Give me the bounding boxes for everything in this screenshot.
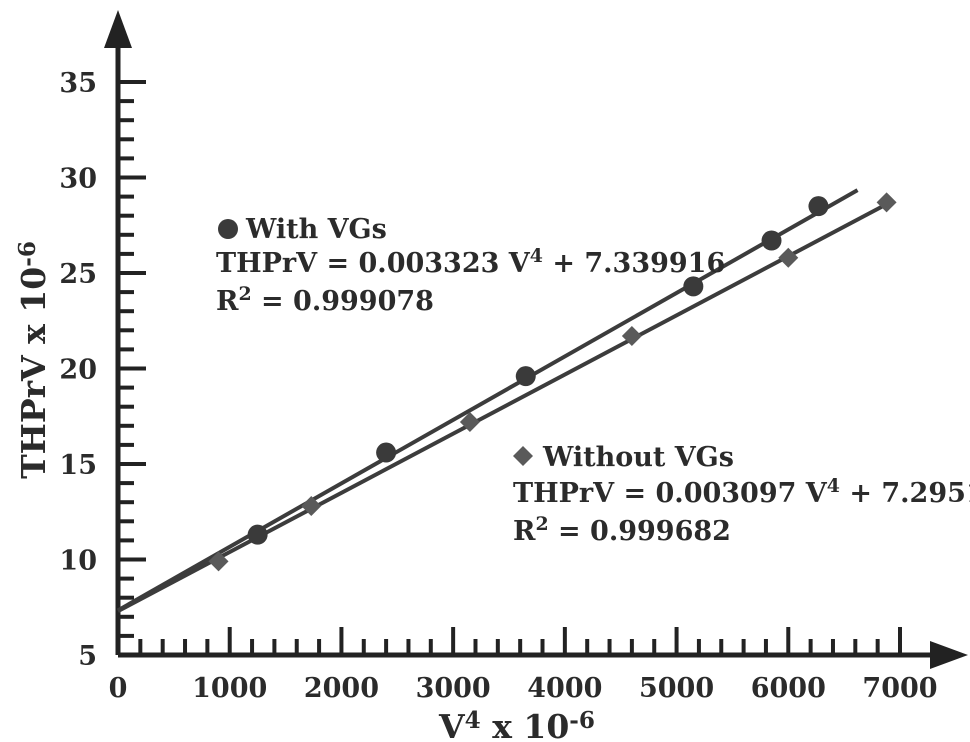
data-point-without-vgs (301, 496, 322, 517)
equation-with-vgs: THPrV = 0.003323 V4 + 7.339916 (216, 245, 725, 279)
x-tick-label: 5000 (639, 673, 714, 704)
x-tick-label: 7000 (862, 673, 937, 704)
x-tick-label: 4000 (527, 673, 602, 704)
legend-circle-icon (218, 219, 238, 239)
data-point-without-vgs (459, 411, 480, 432)
equation-without-vgs: THPrV = 0.003097 V4 + 7.295142 (513, 475, 970, 509)
x-tick-label: 1000 (192, 673, 267, 704)
y-tick-label: 30 (59, 164, 97, 195)
x-tick-label: 0 (109, 673, 128, 704)
data-point-without-vgs (621, 326, 642, 347)
data-point-with-vgs (808, 196, 829, 217)
y-tick-label: 25 (59, 259, 97, 290)
trend-line (117, 188, 859, 613)
y-tick-label: 15 (59, 450, 97, 481)
x-axis-arrow-icon (930, 641, 968, 669)
y-tick-label: 20 (59, 355, 97, 386)
y-tick-label: 5 (78, 641, 97, 672)
y-tick-label: 35 (59, 68, 97, 99)
r2-with-vgs: R2 = 0.999078 (216, 283, 434, 317)
legend-with-vgs: With VGs (245, 214, 387, 245)
y-axis-title: THPrV x 10-6 (14, 241, 53, 479)
legend-diamond-icon (513, 446, 533, 466)
data-point-with-vgs (683, 276, 704, 297)
data-point-with-vgs (515, 366, 536, 387)
data-point-with-vgs (247, 524, 268, 545)
data-point-without-vgs (778, 247, 799, 268)
legend-without-vgs: Without VGs (542, 442, 734, 473)
r2-without-vgs: R2 = 0.999682 (513, 513, 731, 547)
y-tick-label: 10 (59, 546, 97, 577)
trend-line (117, 201, 890, 613)
data-point-without-vgs (208, 551, 229, 572)
x-tick-label: 6000 (751, 673, 826, 704)
y-axis-arrow-icon (104, 10, 132, 48)
x-tick-label: 2000 (304, 673, 379, 704)
data-point-without-vgs (876, 192, 897, 213)
x-axis-title: V4 x 10-6 (438, 707, 595, 742)
data-point-with-vgs (376, 442, 397, 463)
x-tick-label: 3000 (416, 673, 491, 704)
data-point-with-vgs (761, 230, 782, 251)
